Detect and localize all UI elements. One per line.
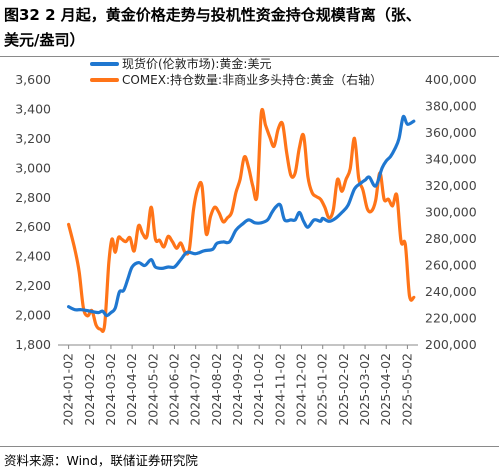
legend-label: COMEX:持仓数量:非商业多头持仓:黄金（右轴） bbox=[122, 72, 382, 87]
right-axis-tick-label: 400,000 bbox=[425, 72, 477, 87]
right-axis-tick-label: 340,000 bbox=[425, 152, 477, 167]
top-rule bbox=[0, 56, 499, 57]
left-axis-tick-label: 3,200 bbox=[15, 131, 51, 146]
left-axis-tick-label: 2,600 bbox=[15, 219, 51, 234]
comex-long-position-line bbox=[67, 107, 416, 333]
right-axis-tick-label: 360,000 bbox=[425, 125, 477, 140]
x-axis-tick-label: 2025-02-02 bbox=[336, 353, 351, 426]
left-axis-tick-label: 2,400 bbox=[15, 249, 51, 264]
x-axis-tick-label: 2024-10-02 bbox=[251, 353, 266, 426]
x-axis-tick-label: 2024-02-02 bbox=[82, 353, 97, 426]
x-axis-tick-label: 2025-05-02 bbox=[399, 353, 414, 426]
left-axis-tick-label: 1,800 bbox=[15, 337, 51, 352]
x-axis-tick-label: 2024-06-02 bbox=[166, 353, 181, 426]
x-axis-tick-label: 2024-08-02 bbox=[209, 353, 224, 426]
right-axis-tick-label: 280,000 bbox=[425, 231, 477, 246]
left-axis-tick-label: 2,800 bbox=[15, 190, 51, 205]
x-axis-tick-label: 2024-05-02 bbox=[145, 353, 160, 426]
x-axis-tick-label: 2024-09-02 bbox=[230, 353, 245, 426]
plot-group bbox=[67, 107, 416, 333]
x-axis-tick-label: 2024-03-02 bbox=[103, 353, 118, 426]
left-axis-tick-label: 2,200 bbox=[15, 278, 51, 293]
x-axis-tick-label: 2024-12-02 bbox=[294, 353, 309, 426]
x-axis-tick-label: 2025-01-02 bbox=[315, 353, 330, 426]
figure-title-line-2: 美元/盎司） bbox=[4, 31, 85, 49]
right-axis-tick-label: 200,000 bbox=[425, 337, 477, 352]
right-axis-tick-label: 380,000 bbox=[425, 99, 477, 114]
legend-label: 现货价(伦敦市场):黄金:美元 bbox=[122, 56, 271, 71]
left-axis-tick-label: 3,400 bbox=[15, 101, 51, 116]
figure-title-line-1: 图32 2 月起，黄金价格走势与投机性资金持仓规模背离（张、 bbox=[4, 6, 421, 24]
x-axis-tick-label: 2025-03-02 bbox=[357, 353, 372, 426]
left-axis-tick-label: 2,000 bbox=[15, 308, 51, 323]
x-axis-tick-label: 2024-11-02 bbox=[272, 353, 287, 426]
right-axis-tick-label: 320,000 bbox=[425, 178, 477, 193]
right-axis-tick-label: 240,000 bbox=[425, 284, 477, 299]
source-note: 资料来源：Wind，联储证券研究院 bbox=[4, 453, 198, 468]
x-axis-tick-label: 2025-04-02 bbox=[378, 353, 393, 426]
x-axis-tick-label: 2024-04-02 bbox=[124, 353, 139, 426]
right-axis-tick-label: 300,000 bbox=[425, 205, 477, 220]
bottom-rule bbox=[0, 446, 499, 447]
left-axis-tick-label: 3,000 bbox=[15, 160, 51, 175]
x-axis-tick-label: 2024-01-02 bbox=[61, 353, 76, 426]
axes-group: 1,800 2,000 2,200 2,400 2,600 2,800 3,000 3,200… bbox=[15, 72, 477, 426]
right-axis-tick-label: 220,000 bbox=[425, 311, 477, 326]
chart: 1,800 2,000 2,200 2,400 2,600 2,800 3,000 3,200… bbox=[15, 56, 477, 426]
gold-price-line bbox=[67, 114, 416, 318]
right-axis-tick-label: 260,000 bbox=[425, 258, 477, 273]
x-axis-tick-label: 2024-07-02 bbox=[188, 353, 203, 426]
left-axis-tick-label: 3,600 bbox=[15, 72, 51, 87]
figure-title: 图32 2 月起，黄金价格走势与投机性资金持仓规模背离（张、 美元/盎司） bbox=[4, 3, 494, 53]
